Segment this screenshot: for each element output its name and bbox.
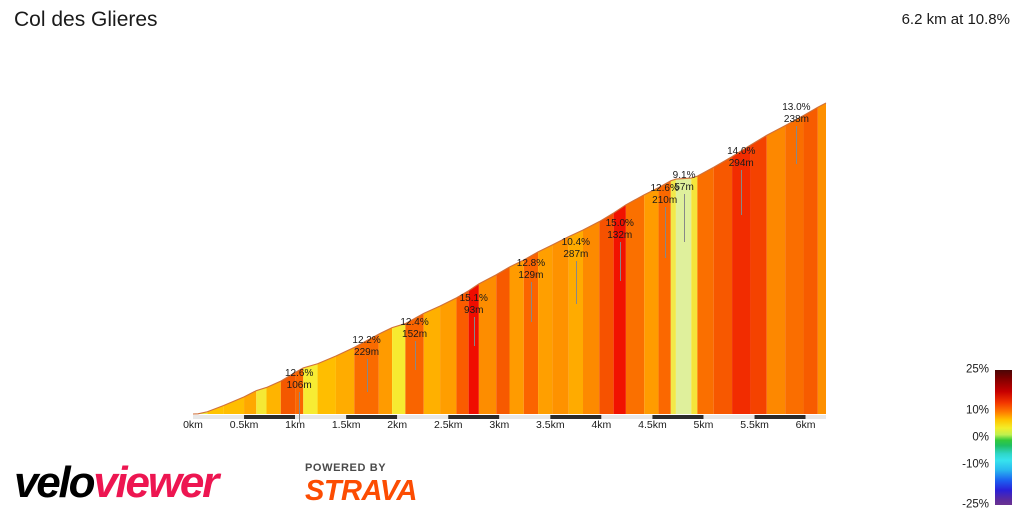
annotation-leader-line (684, 194, 686, 242)
profile-segment (392, 323, 406, 414)
profile-segment (440, 297, 457, 414)
x-axis-tick-label: 0.5km (229, 419, 259, 431)
km-marker-block (295, 415, 347, 419)
elevation-profile-chart[interactable]: 12.6% 106m 12.2% 229m 12.4% 152m 15.1% 93m 12.8%… (0, 40, 920, 440)
profile-segment (658, 180, 671, 414)
profile-segment (675, 178, 692, 414)
x-axis-tick-label: 5km (693, 419, 714, 431)
profile-segment (423, 306, 441, 414)
profile-svg (192, 102, 827, 419)
profile-segment (625, 194, 645, 414)
x-axis-tick-label: 3km (489, 419, 510, 431)
profile-segment (317, 355, 336, 414)
veloviewer-logo[interactable]: veloviewer (14, 458, 219, 508)
profile-segment (468, 283, 479, 414)
x-axis: 0km 0.5km 1km 1.5km 2km 2.5km 3km 3.5km 4km 4.5km… (0, 418, 920, 438)
legend-tick-label: -10% (962, 458, 989, 470)
profile-segment (378, 327, 393, 414)
climb-summary: 6.2 km at 10.8% (901, 11, 1010, 28)
km-marker-block (703, 415, 755, 419)
x-axis-tick-label: 5.5km (740, 419, 769, 431)
logo-text-viewer: viewer (93, 458, 219, 507)
profile-segment (538, 244, 553, 414)
profile-segment (266, 381, 281, 414)
km-marker-block (754, 415, 806, 419)
legend-tick-label: 10% (965, 404, 989, 416)
legend-tick-label: -25% (962, 498, 989, 511)
profile-segment (568, 229, 584, 414)
profile-segment (599, 213, 614, 414)
km-marker-block (652, 415, 704, 419)
profile-segment (713, 156, 733, 414)
legend-tick-label: 0% (972, 431, 989, 443)
annotation-leader-line (414, 341, 416, 370)
profile-segment (295, 367, 304, 414)
powered-by-label: POWERED BY (305, 462, 387, 474)
profile-segment (644, 187, 659, 414)
x-axis-tick-label: 1km (285, 419, 306, 431)
profile-segment (766, 125, 786, 415)
annotation-leader-line (299, 392, 301, 422)
profile-segment (223, 396, 245, 414)
profile-segment (697, 167, 714, 414)
x-axis-tick-label: 2.5km (433, 419, 463, 431)
profile-segment (785, 115, 804, 414)
x-axis-tick-label: 3.5km (536, 419, 565, 431)
km-marker-block (448, 415, 500, 419)
page-title: Col des Glieres (14, 8, 158, 31)
km-marker-block (550, 415, 602, 419)
profile-segment (335, 347, 355, 414)
profile-segment (691, 176, 698, 414)
annotation-leader-line (473, 317, 475, 346)
strava-attribution[interactable]: POWERED BY STRAVA (305, 462, 445, 507)
strava-wordmark: STRAVA (305, 475, 417, 507)
x-axis-tick-label: 4km (591, 419, 612, 431)
km-marker-block (244, 415, 296, 419)
x-axis-tick-label: 6km (795, 419, 816, 431)
x-axis-tick-label: 2km (387, 419, 408, 431)
km-marker-block (499, 415, 551, 419)
annotation-leader-line (796, 126, 798, 164)
profile-segment (244, 390, 257, 414)
x-axis-tick-label: 4.5km (638, 419, 667, 431)
gradient-legend: 25% 10% 0% -10% -25% (930, 363, 1020, 511)
logo-text-velo: velo (14, 458, 95, 507)
profile-segment (732, 145, 751, 414)
km-marker-block (346, 415, 398, 419)
profile-segment (552, 236, 569, 414)
profile-segment-group (193, 103, 826, 415)
km-marker-block (805, 415, 826, 419)
profile-segment (256, 387, 267, 414)
x-axis-tick-label: 1.5km (331, 419, 361, 431)
profile-segment (583, 221, 600, 414)
x-axis-tick-label: 0km (183, 419, 203, 431)
annotation-leader-line (366, 359, 368, 392)
annotation-leader-line (530, 282, 532, 322)
profile-segment (750, 135, 767, 414)
km-marker-block (601, 415, 653, 419)
profile-segment (803, 107, 818, 414)
profile-segment (613, 204, 626, 414)
profile-segment (456, 290, 469, 414)
profile-segment (496, 266, 510, 414)
profile-segment (523, 251, 539, 414)
gradient-colorbar (995, 370, 1012, 505)
annotation-leader-line (619, 242, 621, 281)
legend-tick-label: 25% (965, 363, 989, 376)
km-marker-bar (193, 415, 826, 419)
km-marker-block (193, 415, 245, 419)
annotation-leader-line (575, 261, 577, 304)
profile-segment (303, 363, 318, 414)
profile-segment (509, 259, 524, 414)
profile-segment (817, 103, 826, 414)
km-marker-block (397, 415, 449, 419)
profile-segment (670, 179, 676, 414)
profile-segment (478, 274, 497, 414)
profile-outline (192, 102, 827, 415)
profile-segment (280, 372, 296, 414)
annotation-leader-line (664, 207, 666, 258)
annotation-leader-line (741, 170, 743, 215)
